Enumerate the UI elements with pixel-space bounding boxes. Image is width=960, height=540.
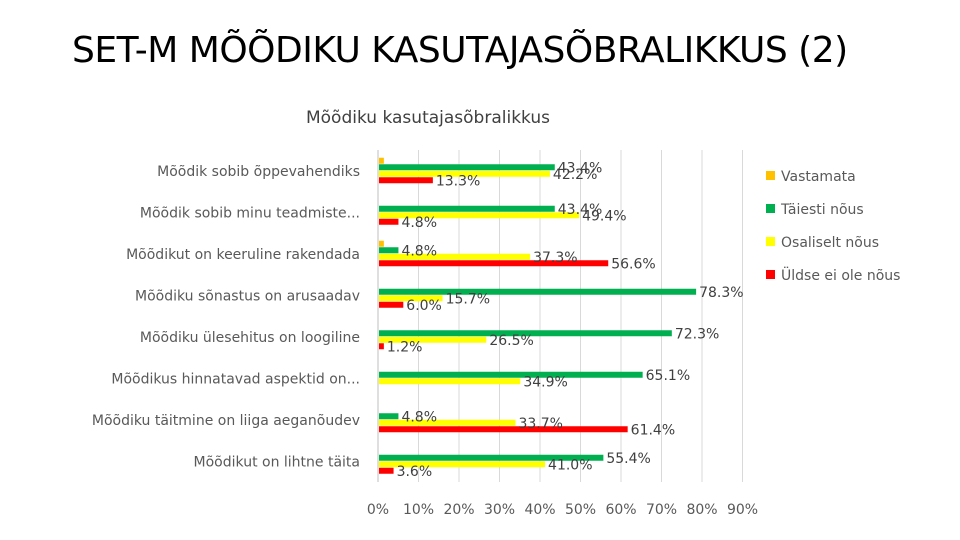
legend-label: Osaliselt nõus xyxy=(781,235,879,251)
legend-label: Üldse ei ole nõus xyxy=(781,266,900,284)
bar xyxy=(379,378,521,385)
legend-swatch xyxy=(766,171,775,180)
category-label: Mõõdik sobib minu teadmiste... xyxy=(140,205,360,221)
bar xyxy=(379,288,697,295)
legend-swatch xyxy=(766,204,775,213)
data-label: 49.4% xyxy=(582,209,626,225)
data-label: 3.6% xyxy=(397,464,433,480)
bar xyxy=(379,157,384,164)
bar xyxy=(379,343,384,350)
category-label: Mõõdikus hinnatavad aspektid on... xyxy=(111,371,360,387)
bar xyxy=(379,205,555,212)
data-label: 13.3% xyxy=(436,174,480,190)
category-label: Mõõdiku ülesehitus on loogiline xyxy=(140,330,360,346)
x-tick-label: 60% xyxy=(605,502,636,518)
data-label: 55.4% xyxy=(606,451,650,467)
bar xyxy=(379,330,672,337)
data-label: 61.4% xyxy=(631,423,675,439)
chart-title: Mõõdiku kasutajasõbralikkus xyxy=(305,108,550,128)
bar xyxy=(379,336,487,343)
data-label: 1.2% xyxy=(387,340,423,356)
data-label: 41.0% xyxy=(548,458,592,474)
bar xyxy=(379,371,643,378)
bar xyxy=(379,260,609,267)
category-label: Mõõdik sobib õppevahendiks xyxy=(157,164,360,180)
data-label: 6.0% xyxy=(406,298,442,314)
data-label: 43.4% xyxy=(558,161,602,177)
legend-label: Täiesti nõus xyxy=(780,202,864,218)
bar xyxy=(379,454,604,461)
category-label: Mõõdikut on lihtne täita xyxy=(194,454,360,470)
data-label: 4.8% xyxy=(401,215,437,231)
bar xyxy=(379,177,433,184)
x-tick-label: 80% xyxy=(686,502,717,518)
x-tick-label: 30% xyxy=(484,502,515,518)
bar xyxy=(379,212,580,219)
data-label: 37.3% xyxy=(533,250,577,266)
slide-title: SET-M MÕÕDIKU KASUTAJASÕBRALIKKUS (2) xyxy=(72,30,848,71)
data-label: 78.3% xyxy=(699,285,743,301)
data-label: 26.5% xyxy=(489,333,533,349)
bar xyxy=(379,467,394,474)
bar xyxy=(379,164,555,171)
bar xyxy=(379,295,443,302)
category-label: Mõõdikut on keeruline rakendada xyxy=(126,247,360,263)
bar xyxy=(379,253,531,260)
x-tick-label: 90% xyxy=(727,502,758,518)
bar xyxy=(379,218,399,225)
data-label: 65.1% xyxy=(646,368,690,384)
data-label: 72.3% xyxy=(675,327,719,343)
data-label: 4.8% xyxy=(401,410,437,426)
data-label: 42.2% xyxy=(553,167,597,183)
bar xyxy=(379,247,399,254)
data-label: 34.9% xyxy=(523,375,567,391)
x-tick-label: 40% xyxy=(524,502,555,518)
x-tick-label: 0% xyxy=(367,502,389,518)
legend-swatch xyxy=(766,237,775,246)
data-label: 15.7% xyxy=(446,292,490,308)
bar xyxy=(379,413,399,420)
x-tick-label: 10% xyxy=(403,502,434,518)
x-tick-label: 50% xyxy=(565,502,596,518)
x-tick-label: 20% xyxy=(443,502,474,518)
x-tick-label: 70% xyxy=(646,502,677,518)
data-label: 4.8% xyxy=(401,244,437,260)
category-label: Mõõdiku sõnastus on arusaadav xyxy=(135,288,360,304)
bar xyxy=(379,419,516,426)
bar xyxy=(379,170,550,177)
category-label: Mõõdiku täitmine on liiga aeganõudev xyxy=(92,413,360,429)
legend-label: Vastamata xyxy=(781,169,856,185)
data-label: 56.6% xyxy=(611,257,655,273)
bar xyxy=(379,301,404,308)
legend-swatch xyxy=(766,270,775,279)
data-label: 43.4% xyxy=(558,202,602,218)
bar xyxy=(379,461,546,468)
bar xyxy=(379,426,628,433)
data-label: 33.7% xyxy=(518,416,562,432)
bar xyxy=(379,240,384,247)
